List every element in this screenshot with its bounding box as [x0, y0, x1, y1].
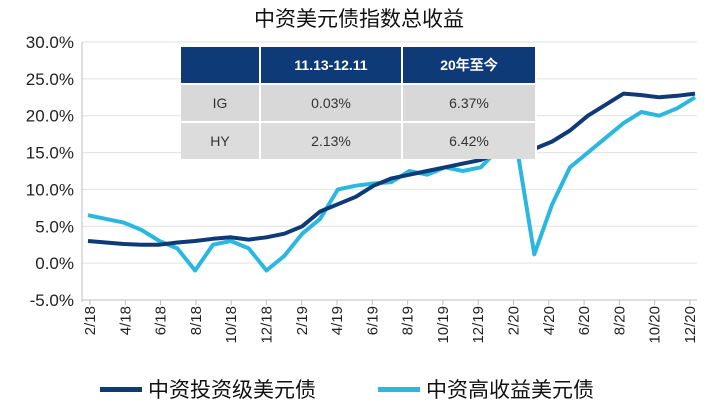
- y-tick-label: 10.0%: [26, 180, 74, 199]
- legend-label-hy: 中资高收益美元债: [426, 378, 594, 402]
- series-line-ig: [87, 91, 696, 247]
- x-tick-label: 6/18: [153, 306, 170, 335]
- x-tick-label: 10/20: [647, 306, 664, 344]
- legend-label-ig: 中资投资级美元债: [148, 378, 316, 402]
- summary-table: 11.13-12.11 20年至今 IG 0.03% 6.37% HY 2.13…: [181, 47, 537, 159]
- y-tick-label: 5.0%: [35, 217, 74, 236]
- y-tick-label: 15.0%: [26, 144, 74, 163]
- y-tick-label: 30.0%: [26, 33, 74, 52]
- y-tick-label: 0.0%: [35, 254, 74, 273]
- table-cell: 0.03%: [260, 83, 403, 122]
- x-tick-label: 2/18: [82, 306, 99, 335]
- y-tick-label: 25.0%: [26, 70, 74, 89]
- y-tick-label: -5.0%: [30, 291, 74, 310]
- x-tick-label: 8/20: [611, 306, 628, 335]
- y-axis: -5.0% 0.0% 5.0% 10.0% 15.0% 20.0% 25.0% 30.0%: [26, 33, 697, 310]
- x-tick-label: 10/19: [435, 306, 452, 344]
- table-cell: 6.37%: [402, 83, 537, 122]
- chart-title: 中资美元债指数总收益: [254, 7, 464, 31]
- x-tick-label: 2/20: [506, 306, 523, 335]
- x-tick-label: 12/18: [258, 306, 275, 344]
- table-header-blank: [181, 47, 261, 84]
- legend-item-hy: 中资高收益美元债: [378, 374, 594, 404]
- x-tick-label: 8/18: [188, 306, 205, 335]
- table-row: HY 2.13% 6.42%: [181, 121, 537, 159]
- table-row: IG 0.03% 6.37%: [181, 83, 537, 122]
- table-cell-label: IG: [181, 83, 261, 122]
- x-tick-label: 4/19: [329, 306, 346, 335]
- x-tick-label: 2/19: [294, 306, 311, 335]
- x-tick-label: 4/18: [117, 306, 134, 335]
- x-axis: 2/18 4/18 6/18 8/18 10/18 12/18 2/19 4/19 6/19 8/…: [82, 300, 699, 344]
- series-lines: [87, 91, 697, 273]
- legend: 中资投资级美元债 中资高收益美元债: [0, 374, 718, 406]
- table-header-period: 11.13-12.11: [260, 47, 403, 84]
- x-tick-label: 6/19: [364, 306, 381, 335]
- table-cell-label: HY: [181, 121, 261, 159]
- legend-swatch-ig: [100, 386, 142, 392]
- table-cell: 6.42%: [402, 121, 537, 159]
- table-cell: 2.13%: [260, 121, 403, 159]
- series-line-hy: [87, 95, 697, 273]
- x-tick-label: 12/20: [682, 306, 699, 344]
- x-tick-label: 4/20: [541, 306, 558, 335]
- x-tick-label: 10/18: [223, 306, 240, 344]
- legend-swatch-hy: [378, 386, 420, 392]
- table-header-ytd: 20年至今: [402, 47, 537, 84]
- legend-item-ig: 中资投资级美元债: [100, 374, 316, 404]
- y-tick-label: 20.0%: [26, 107, 74, 126]
- x-tick-label: 8/19: [400, 306, 417, 335]
- x-tick-label: 12/19: [470, 306, 487, 344]
- x-tick-label: 6/20: [576, 306, 593, 335]
